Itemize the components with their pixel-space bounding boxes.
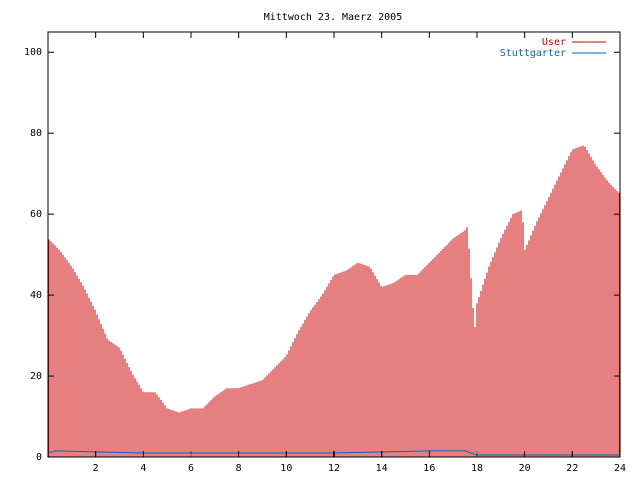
y-tick-label: 80 bbox=[30, 128, 42, 139]
x-tick-label: 12 bbox=[328, 463, 340, 474]
x-tick-label: 16 bbox=[423, 463, 435, 474]
y-tick-label: 60 bbox=[30, 209, 42, 220]
x-tick-label: 2 bbox=[93, 463, 99, 474]
legend-label: Stuttgarter bbox=[500, 48, 566, 59]
x-tick-label: 14 bbox=[376, 463, 388, 474]
chart-title: Mittwoch 23. Maerz 2005 bbox=[264, 12, 402, 23]
x-tick-label: 6 bbox=[188, 463, 194, 474]
x-tick-label: 8 bbox=[236, 463, 242, 474]
x-tick-label: 24 bbox=[614, 463, 626, 474]
y-tick-label: 0 bbox=[36, 452, 42, 463]
y-tick-label: 20 bbox=[30, 371, 42, 382]
plot-frame bbox=[47, 31, 621, 458]
legend-label: User bbox=[542, 37, 566, 48]
x-tick-label: 18 bbox=[471, 463, 483, 474]
x-tick-label: 4 bbox=[140, 463, 146, 474]
y-tick-label: 40 bbox=[30, 290, 42, 301]
x-tick-label: 10 bbox=[280, 463, 292, 474]
bars-layer bbox=[48, 145, 620, 457]
x-tick-label: 20 bbox=[519, 463, 531, 474]
y-tick-label: 100 bbox=[24, 47, 42, 58]
x-tick-label: 22 bbox=[566, 463, 578, 474]
